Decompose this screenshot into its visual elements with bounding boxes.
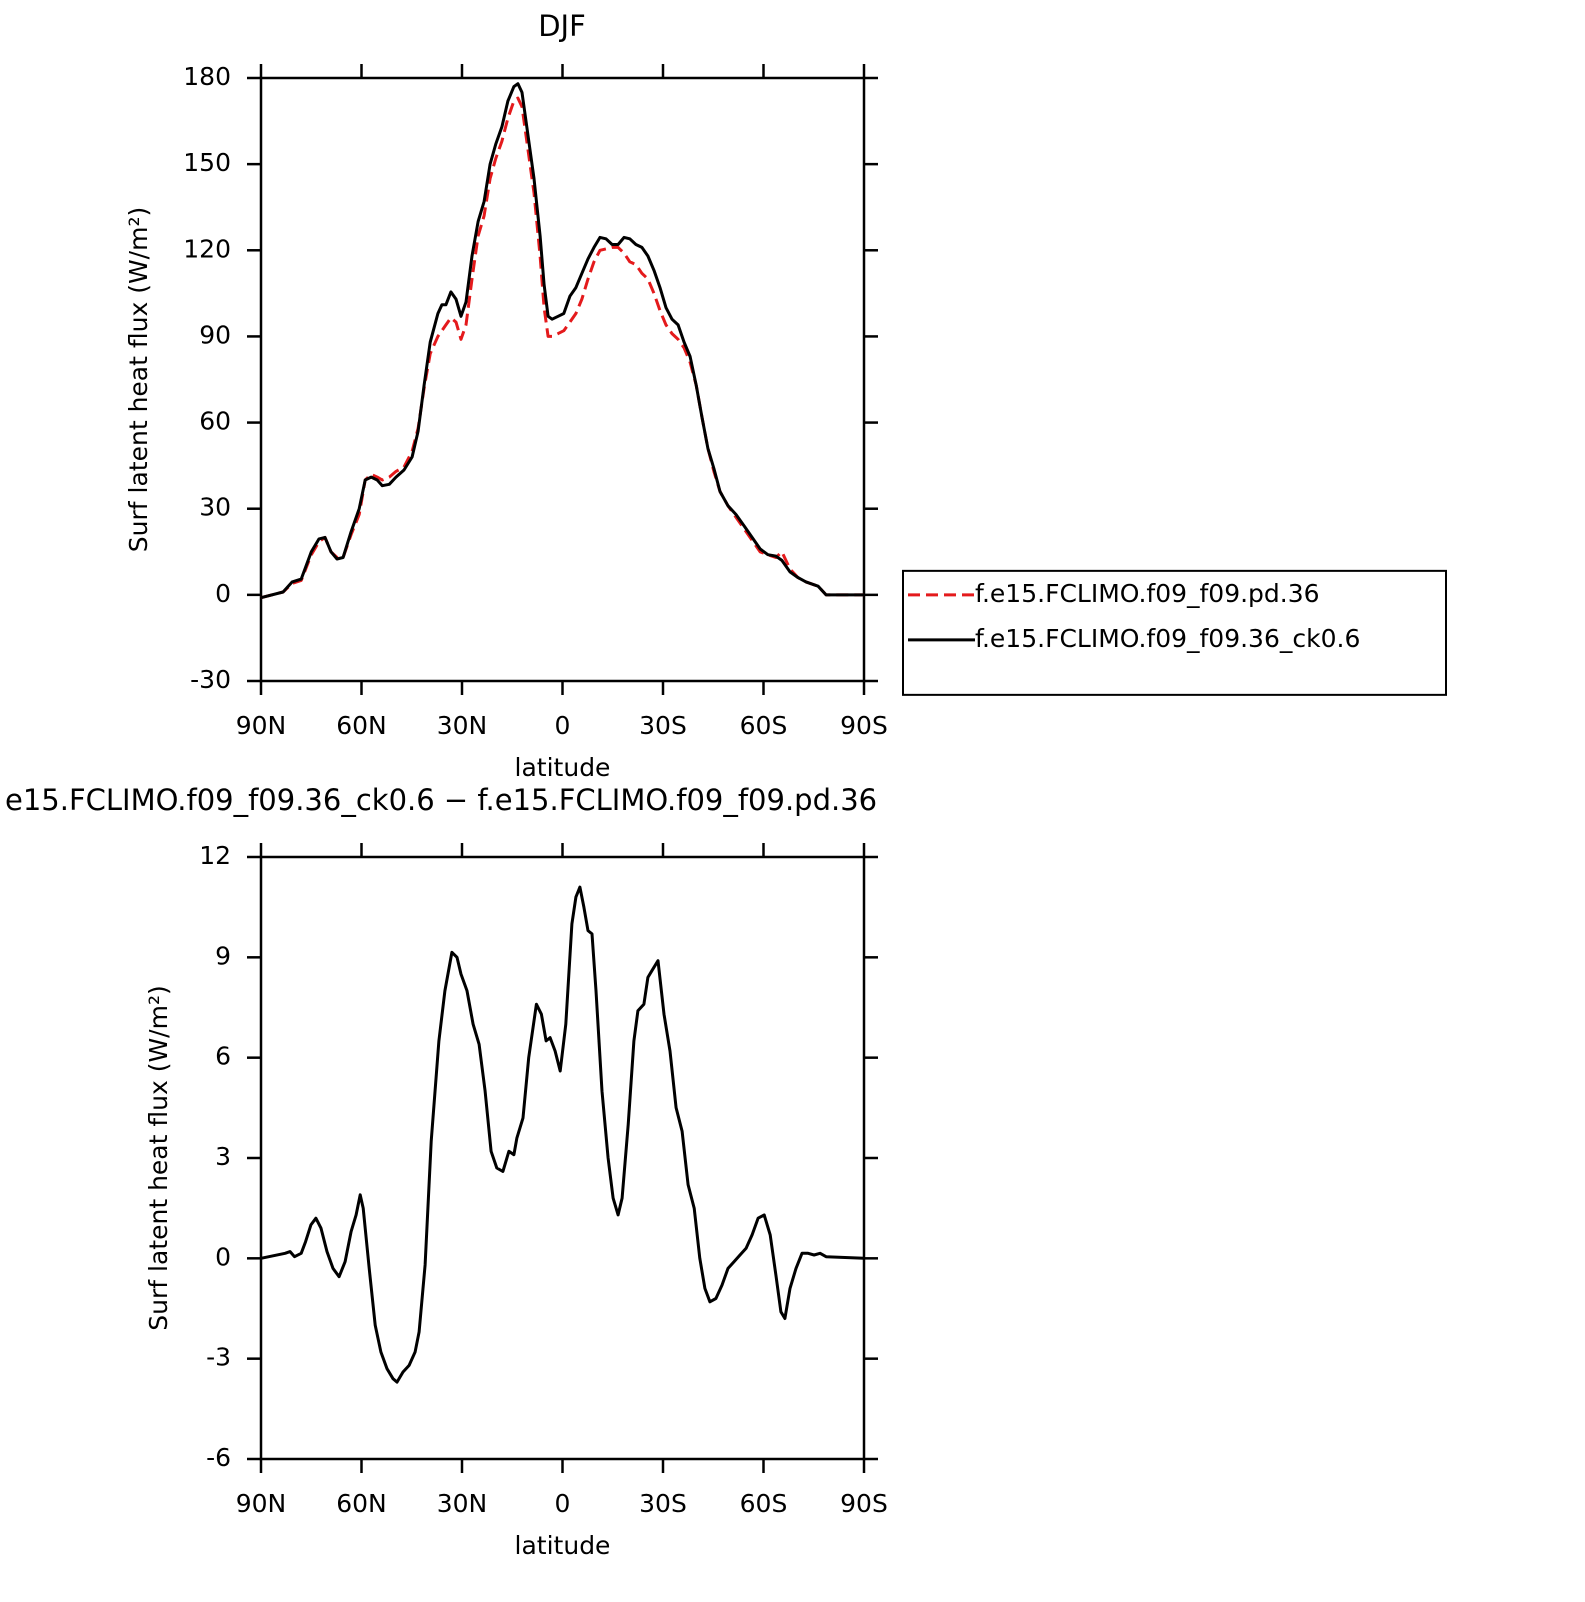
y-tick-label: 90 (199, 320, 231, 349)
data-line (260, 96, 864, 600)
x-tick-label: 30N (437, 1489, 488, 1518)
x-axis-label: latitude (515, 1531, 611, 1560)
legend: f.e15.FCLIMO.f09_f09.pd.36 f.e15.FCLIMO.f… (902, 569, 1447, 696)
y-axis-label: Surf latent heat flux (W/m²) (144, 985, 173, 1330)
legend-label: f.e15.FCLIMO.f09_f09.36_ck0.6 (975, 624, 1360, 653)
x-tick-label: 90S (840, 711, 888, 740)
x-tick-label: 0 (555, 711, 571, 740)
x-tick-label: 60N (336, 1489, 387, 1518)
chart-title: DJF (538, 9, 586, 43)
y-tick-label: 12 (199, 841, 231, 870)
x-tick-label: 60N (336, 711, 387, 740)
y-tick-label: -30 (190, 665, 231, 694)
plot-frame (259, 855, 866, 1461)
legend-box (902, 569, 1447, 696)
x-tick-label: 0 (555, 1489, 571, 1518)
y-tick-label: 150 (183, 148, 231, 177)
x-tick-label: 90N (236, 711, 287, 740)
x-tick-label: 60S (740, 711, 788, 740)
chart-title: e15.FCLIMO.f09_f09.36_ck0.6 − f.e15.FCLI… (5, 783, 877, 817)
y-tick-label: 30 (199, 493, 231, 522)
x-tick-label: 30N (437, 711, 488, 740)
y-tick-label: 6 (215, 1042, 231, 1071)
x-tick-label: 60S (740, 1489, 788, 1518)
y-tick-label: 60 (199, 407, 231, 436)
legend-label: f.e15.FCLIMO.f09_f09.pd.36 (975, 579, 1320, 608)
y-tick-label: -6 (206, 1443, 231, 1472)
x-tick-label: 90N (236, 1489, 287, 1518)
plot-frame (259, 76, 866, 683)
x-axis-label: latitude (515, 753, 611, 782)
x-tick-label: 30S (639, 711, 687, 740)
y-tick-label: 120 (183, 234, 231, 263)
data-line (260, 885, 865, 1384)
y-tick-label: 0 (215, 1242, 231, 1271)
x-tick-label: 30S (639, 1489, 687, 1518)
data-line (260, 82, 864, 600)
y-tick-label: 3 (215, 1142, 231, 1171)
y-axis-label: Surf latent heat flux (W/m²) (124, 207, 153, 552)
y-tick-label: 9 (215, 941, 231, 970)
y-tick-label: -3 (206, 1343, 231, 1372)
x-tick-label: 90S (840, 1489, 888, 1518)
y-tick-label: 0 (215, 579, 231, 608)
y-tick-label: 180 (183, 62, 231, 91)
